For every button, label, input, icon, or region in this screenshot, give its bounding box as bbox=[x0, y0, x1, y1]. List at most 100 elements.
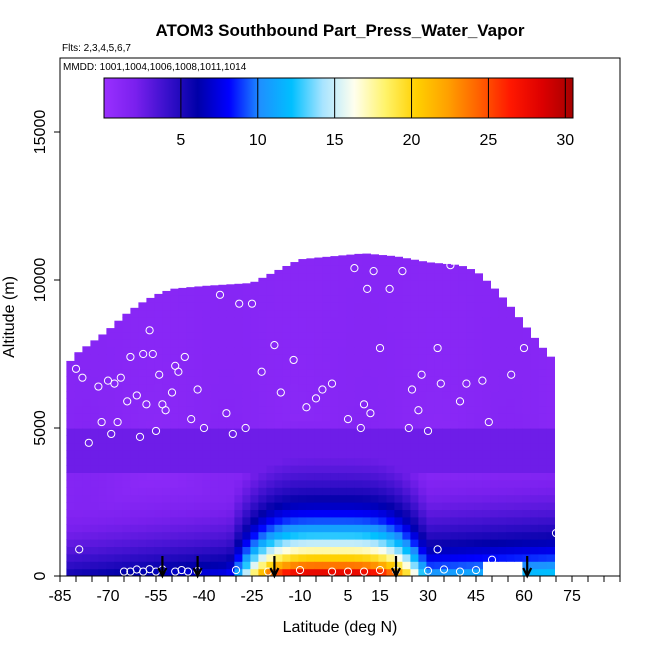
heatmap-cell bbox=[74, 435, 83, 444]
heatmap-cell bbox=[450, 442, 459, 451]
heatmap-cell bbox=[450, 524, 459, 533]
heatmap-cell bbox=[170, 472, 179, 481]
heatmap-cell bbox=[426, 262, 435, 266]
sample-point bbox=[318, 385, 327, 394]
heatmap-cell bbox=[122, 428, 131, 436]
heatmap-cell bbox=[322, 294, 331, 303]
heatmap-cell bbox=[114, 568, 123, 576]
heatmap-cell bbox=[410, 346, 419, 355]
heatmap-cell bbox=[450, 472, 459, 481]
heatmap-cell bbox=[474, 398, 483, 407]
heatmap-cell bbox=[314, 257, 323, 259]
heatmap-cell bbox=[458, 302, 467, 311]
heatmap-cell bbox=[234, 383, 243, 392]
heatmap-cell bbox=[74, 553, 83, 562]
heatmap-cell bbox=[322, 516, 331, 525]
heatmap-cell bbox=[370, 317, 379, 325]
heatmap-cell bbox=[346, 442, 355, 451]
heatmap-cell bbox=[154, 383, 163, 392]
heatmap-cell bbox=[274, 391, 283, 399]
heatmap-cell bbox=[386, 435, 395, 444]
heatmap-cell bbox=[258, 428, 267, 436]
heatmap-cell bbox=[426, 479, 435, 488]
heatmap-cell bbox=[386, 479, 395, 488]
heatmap-cell bbox=[266, 346, 275, 355]
heatmap-cell bbox=[426, 494, 435, 503]
heatmap-cell bbox=[330, 302, 339, 311]
heatmap-cell bbox=[274, 383, 283, 392]
heatmap-cell bbox=[90, 391, 99, 399]
heatmap-cell bbox=[66, 360, 75, 362]
heatmap-cell bbox=[338, 265, 347, 274]
heatmap-cell bbox=[314, 361, 323, 370]
heatmap-cell bbox=[362, 280, 371, 288]
heatmap-cell bbox=[482, 472, 491, 481]
heatmap-cell bbox=[306, 450, 315, 459]
heatmap-cell bbox=[338, 309, 347, 318]
heatmap-cell bbox=[90, 479, 99, 488]
heatmap-cell bbox=[482, 531, 491, 540]
heatmap-cell bbox=[178, 487, 187, 496]
heatmap-cell bbox=[138, 413, 147, 422]
heatmap-cell bbox=[426, 280, 435, 288]
heatmap-cell bbox=[234, 546, 243, 555]
heatmap-cell bbox=[386, 255, 395, 259]
heatmap-cell bbox=[386, 413, 395, 422]
heatmap-cell bbox=[266, 516, 275, 525]
heatmap-cell bbox=[530, 561, 539, 570]
heatmap-cell bbox=[522, 361, 531, 370]
heatmap-cell bbox=[122, 516, 131, 525]
heatmap-cell bbox=[186, 339, 195, 348]
heatmap-cell bbox=[442, 531, 451, 540]
heatmap-cell bbox=[386, 428, 395, 436]
heatmap-cell bbox=[130, 516, 139, 525]
heatmap-cell bbox=[450, 339, 459, 348]
heatmap-cell bbox=[186, 317, 195, 325]
heatmap-cell bbox=[426, 546, 435, 555]
heatmap-cell bbox=[522, 331, 531, 340]
heatmap-cell bbox=[546, 368, 555, 377]
heatmap-cell bbox=[146, 494, 155, 503]
heatmap-cell bbox=[530, 546, 539, 555]
flights-subtitle: Flts: 2,3,4,5,6,7 bbox=[62, 43, 131, 54]
heatmap-cell bbox=[274, 457, 283, 466]
heatmap-cell bbox=[370, 287, 379, 296]
heatmap-cell bbox=[362, 420, 371, 429]
heatmap-cell bbox=[346, 568, 355, 576]
sample-point bbox=[327, 379, 337, 388]
heatmap-cell bbox=[282, 287, 291, 296]
heatmap-cell bbox=[290, 272, 299, 281]
heatmap-cell bbox=[466, 294, 475, 303]
heatmap-cell bbox=[138, 539, 147, 547]
heatmap-cell bbox=[322, 280, 331, 288]
heatmap-cell bbox=[114, 376, 123, 385]
heatmap-cell bbox=[274, 339, 283, 348]
heatmap-cell bbox=[258, 531, 267, 540]
heatmap-cell bbox=[394, 398, 403, 407]
heatmap-cell bbox=[194, 428, 203, 436]
heatmap-cell bbox=[82, 398, 91, 407]
heatmap-cell bbox=[506, 346, 515, 355]
heatmap-cell bbox=[306, 516, 315, 525]
heatmap-cell bbox=[106, 428, 115, 436]
colorbar-tick-label: 30 bbox=[556, 132, 574, 149]
heatmap-cell bbox=[146, 302, 155, 311]
heatmap-cell bbox=[450, 265, 459, 274]
heatmap-cell bbox=[362, 487, 371, 496]
heatmap-cell bbox=[458, 413, 467, 422]
heatmap-cell bbox=[306, 324, 315, 333]
heatmap-cell bbox=[362, 253, 371, 259]
heatmap-cell bbox=[242, 383, 251, 392]
heatmap-cell bbox=[402, 376, 411, 385]
heatmap-cell bbox=[394, 465, 403, 473]
heatmap-cell bbox=[274, 524, 283, 533]
heatmap-cell bbox=[306, 398, 315, 407]
heatmap-cell bbox=[442, 479, 451, 488]
heatmap-cell bbox=[322, 531, 331, 540]
heatmap-cell bbox=[186, 383, 195, 392]
heatmap-cell bbox=[538, 553, 547, 562]
heatmap-cell bbox=[346, 524, 355, 533]
heatmap-cell bbox=[282, 346, 291, 355]
heatmap-cell bbox=[498, 324, 507, 333]
heatmap-cell bbox=[106, 391, 115, 399]
